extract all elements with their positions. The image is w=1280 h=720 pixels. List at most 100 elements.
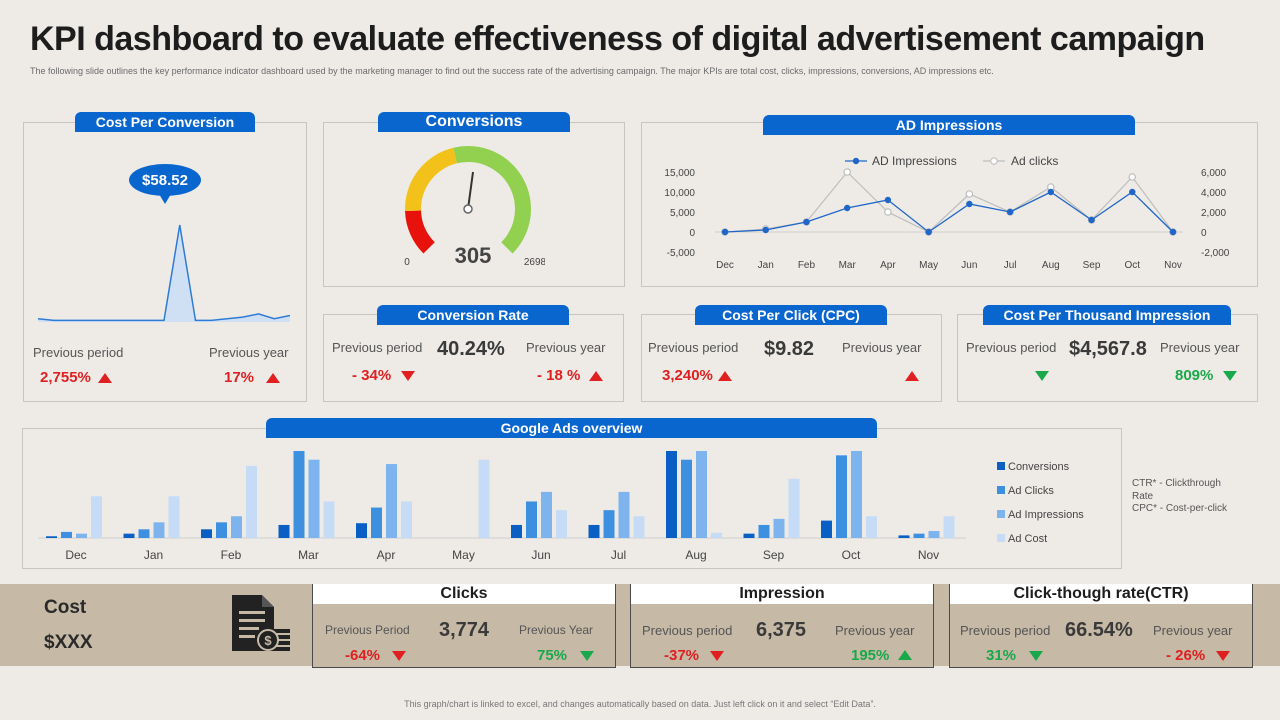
bar-conversions bbox=[201, 529, 212, 538]
cpconv-prev-year-label: Previous year bbox=[209, 345, 289, 360]
bar-conversions bbox=[898, 535, 910, 538]
bar-ad-impressions bbox=[541, 491, 552, 538]
y-left-tick: 10,000 bbox=[664, 188, 695, 199]
bar-ad-cost bbox=[478, 459, 490, 538]
y-left-tick: 15,000 bbox=[664, 168, 695, 179]
bar-conversions bbox=[666, 451, 677, 538]
clicks-value: 3,774 bbox=[439, 619, 490, 641]
impression-prev-period-label: Previous period bbox=[642, 623, 733, 638]
cpm-prev-year-label: Previous year bbox=[1160, 340, 1240, 355]
page-title: KPI dashboard to evaluate effectiveness … bbox=[30, 20, 1205, 58]
ctr-prev-period-label: Previous period bbox=[960, 623, 1051, 638]
legend-label: Ad Impressions bbox=[1008, 509, 1084, 521]
clicks-card: Clicks bbox=[312, 584, 616, 668]
ad-impressions-point bbox=[1006, 208, 1014, 216]
x-tick: Jul bbox=[611, 548, 626, 562]
ad-clicks-point bbox=[884, 208, 892, 216]
bar-ad-cost bbox=[943, 516, 955, 538]
bar-ad-clicks bbox=[836, 455, 847, 538]
clicks-prev-year-value: 75% bbox=[537, 647, 568, 664]
cpconv-prev-period-value: 2,755% bbox=[40, 369, 91, 386]
bar-ad-impressions bbox=[308, 459, 320, 538]
bar-ad-clicks bbox=[603, 510, 615, 538]
bar-ad-clicks bbox=[681, 459, 692, 538]
x-tick: Jan bbox=[758, 260, 774, 271]
bar-ad-impressions bbox=[76, 533, 87, 538]
cost-per-conversion-chart: $58.52 bbox=[37, 164, 291, 322]
bar-ad-clicks bbox=[758, 524, 770, 538]
y-right-tick: 6,000 bbox=[1201, 168, 1226, 179]
bar-ad-cost bbox=[168, 496, 180, 538]
x-tick: Feb bbox=[221, 548, 242, 562]
cpconv-prev-period-label: Previous period bbox=[33, 345, 124, 360]
cpm-prev-year-value: 809% bbox=[1175, 367, 1214, 384]
down-arrow-icon bbox=[710, 651, 724, 661]
bar-ad-impressions bbox=[851, 451, 862, 538]
invoice-dollar-icon: $ bbox=[232, 595, 290, 651]
cpc-title: Cost Per Click (CPC) bbox=[695, 305, 887, 325]
ad-impressions-point bbox=[1088, 216, 1095, 224]
y-right-tick: 0 bbox=[1201, 228, 1207, 239]
bar-ad-clicks bbox=[138, 529, 150, 538]
gauge-segment-yellow bbox=[405, 147, 458, 211]
clicks-prev-year-label: Previous Year bbox=[519, 623, 594, 637]
x-tick: Oct bbox=[1124, 260, 1140, 271]
cost-value: $XXX bbox=[44, 632, 93, 653]
google-ads-panel bbox=[22, 428, 1122, 569]
series-ad-clicks bbox=[724, 171, 1174, 233]
down-arrow-icon bbox=[580, 651, 594, 661]
ctr-card: Click-though rate(CTR) bbox=[949, 584, 1253, 668]
bar-conversions bbox=[356, 523, 367, 538]
ad-clicks-point bbox=[1128, 173, 1137, 181]
cpm-value: $4,567.8 bbox=[1069, 338, 1147, 360]
ad-clicks-point bbox=[965, 190, 974, 198]
ad-impressions-point bbox=[803, 218, 810, 226]
cpc-note: CPC* - Cost-per-click bbox=[1132, 503, 1228, 514]
cpm-title: Cost Per Thousand Impression bbox=[983, 305, 1231, 325]
bar-conversions bbox=[743, 533, 755, 538]
x-tick: Feb bbox=[798, 260, 816, 271]
bar-ad-impressions bbox=[928, 531, 940, 538]
svg-text:$: $ bbox=[264, 633, 272, 648]
gauge-max: 2698 bbox=[524, 257, 545, 268]
gauge-min: 0 bbox=[404, 257, 410, 268]
bar-conversions bbox=[511, 524, 522, 538]
area-line bbox=[37, 224, 291, 322]
up-arrow-icon bbox=[589, 371, 603, 381]
conversions-title: Conversions bbox=[378, 112, 570, 132]
y-right-tick: 4,000 bbox=[1201, 188, 1226, 199]
ad-impressions-point bbox=[1169, 228, 1177, 236]
bar-ad-impressions bbox=[773, 518, 785, 538]
legend-ad-clicks-marker bbox=[990, 157, 998, 165]
bar-ad-cost bbox=[866, 516, 877, 538]
bar-ad-cost bbox=[711, 532, 722, 538]
bar-ad-cost bbox=[91, 496, 102, 538]
x-tick: Jan bbox=[144, 548, 163, 562]
bar-ad-impressions bbox=[231, 516, 242, 538]
legend-ad-impressions-marker bbox=[852, 157, 860, 165]
ad-impressions-chart: 15,000 10,000 5,000 0 -5,000 6,000 4,000 2,000 0… bbox=[664, 154, 1229, 271]
google-ads-title: Google Ads overview bbox=[266, 418, 877, 438]
ad-impressions-point bbox=[966, 200, 973, 208]
ctr-prev-year-value: - 26% bbox=[1166, 647, 1206, 664]
up-arrow-icon bbox=[905, 371, 919, 381]
impression-prev-period-value: -37% bbox=[664, 647, 700, 664]
value-bubble: $58.52 bbox=[129, 164, 201, 204]
x-tick: Nov bbox=[918, 548, 939, 562]
down-arrow-icon bbox=[1035, 371, 1049, 381]
x-tick: Sep bbox=[763, 548, 785, 562]
ad-clicks-point bbox=[843, 168, 851, 176]
bar-ad-cost bbox=[401, 501, 412, 538]
bar-ad-clicks bbox=[913, 533, 925, 538]
y-left-tick: -5,000 bbox=[667, 248, 696, 259]
ctr-title: Click-though rate(CTR) bbox=[950, 584, 1252, 604]
cpm-prev-period-label: Previous period bbox=[966, 340, 1057, 355]
page-subtitle: The following slide outlines the key per… bbox=[30, 66, 994, 76]
y-right-tick: 2,000 bbox=[1201, 208, 1226, 219]
bar-ad-impressions bbox=[153, 522, 165, 538]
series-ad-impressions bbox=[724, 191, 1174, 233]
convrate-prev-period-value: - 34% bbox=[352, 367, 392, 384]
convrate-prev-year-value: - 18 % bbox=[537, 367, 581, 384]
clicks-prev-period-label: Previous Period bbox=[325, 623, 410, 637]
down-arrow-icon bbox=[1216, 651, 1230, 661]
